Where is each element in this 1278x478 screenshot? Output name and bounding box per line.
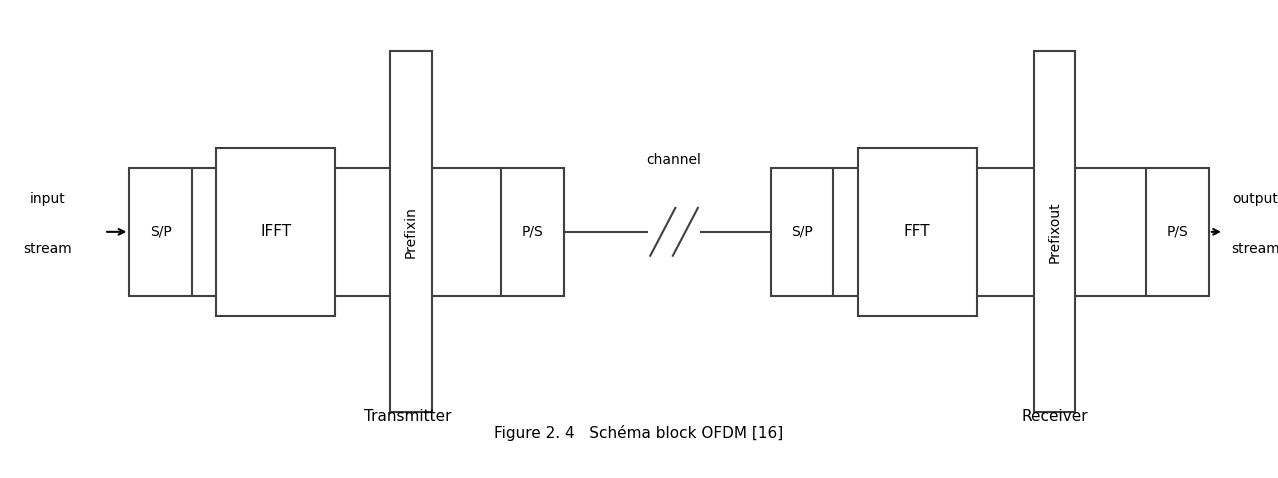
Text: FFT: FFT <box>904 224 930 239</box>
Bar <box>390 51 432 413</box>
Text: input: input <box>29 192 65 206</box>
Text: Prefixout: Prefixout <box>1048 201 1062 262</box>
Text: S/P: S/P <box>791 225 813 239</box>
Bar <box>129 168 192 296</box>
Bar <box>216 148 335 315</box>
Bar <box>858 148 976 315</box>
Text: Prefixin: Prefixin <box>404 206 418 258</box>
Text: P/S: P/S <box>1167 225 1189 239</box>
Bar <box>771 168 833 296</box>
Text: channel: channel <box>647 153 702 167</box>
Text: output: output <box>1232 192 1278 206</box>
Text: Transmitter: Transmitter <box>363 409 451 424</box>
Bar <box>1146 168 1209 296</box>
Text: S/P: S/P <box>150 225 171 239</box>
Text: stream: stream <box>1231 242 1278 256</box>
Bar <box>1034 51 1076 413</box>
Text: IFFT: IFFT <box>261 224 291 239</box>
Bar <box>501 168 564 296</box>
Text: Figure 2. 4   Schéma block OFDM [16]: Figure 2. 4 Schéma block OFDM [16] <box>495 424 783 441</box>
Text: P/S: P/S <box>521 225 543 239</box>
Text: stream: stream <box>23 242 73 256</box>
Text: Receiver: Receiver <box>1021 409 1088 424</box>
